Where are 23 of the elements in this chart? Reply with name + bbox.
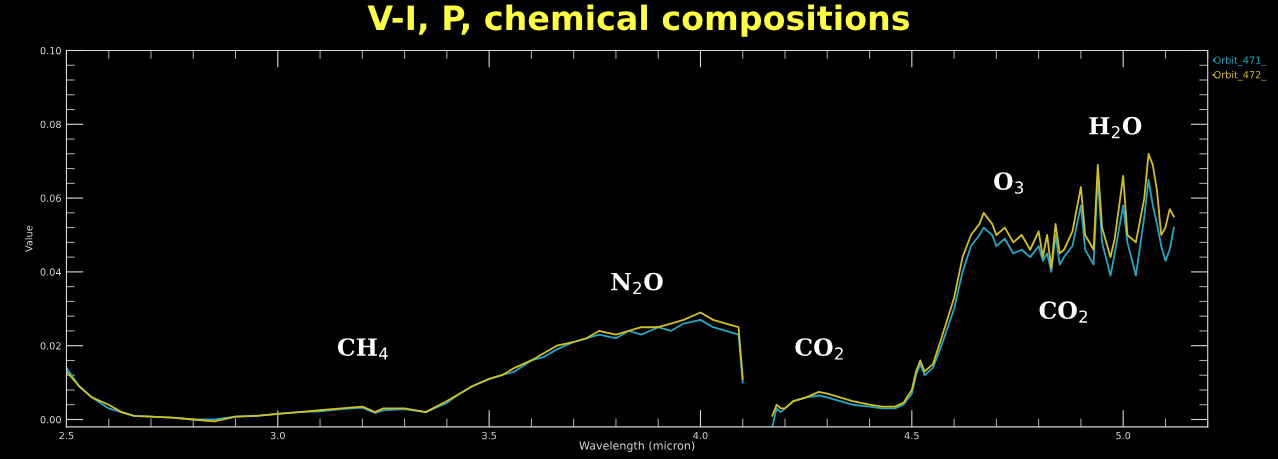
annotation: H$_{2}$O [1089,116,1142,139]
y-tick-label: 0.06 [40,194,61,202]
legend-label: Orbit_471_ [1214,56,1267,66]
y-tick-label: 0.08 [40,120,61,129]
legend-label: Orbit_472_ [1214,70,1267,81]
annotation: O$_{3}$ [994,172,1024,194]
y-tick-label: 0.02 [40,342,61,350]
x-tick-label: 3.5 [482,431,497,440]
x-tick-label: 4.5 [904,432,919,440]
y-tick-label: 0.10 [40,46,61,55]
x-tick-label: 3.0 [270,431,285,440]
y-axis-title: Value [24,225,33,252]
x-axis-title: Wavelength (micron) [579,441,695,452]
annotation: CO$_{2}$ [1039,301,1087,323]
annotation: CO$_{2}$ [795,338,843,360]
x-tick-label: 4.0 [693,431,708,440]
chart-title: V-I, P, chemical compositions [367,4,910,37]
annotation: CH$_{4}$ [337,338,388,360]
y-tick-label: 0.04 [40,268,62,276]
y-tick-label: 0.00 [40,415,61,424]
x-tick-label: 2.5 [59,431,74,440]
x-tick-label: 5.0 [1116,431,1131,440]
annotation: N$_{2}$O [611,272,663,295]
